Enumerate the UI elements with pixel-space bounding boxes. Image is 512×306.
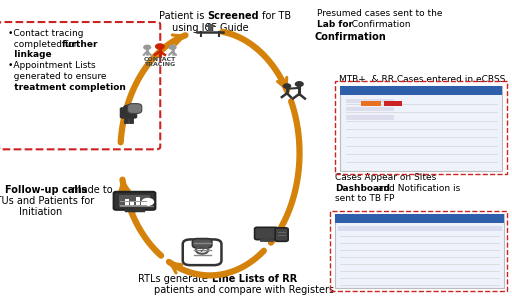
Bar: [335, 214, 504, 223]
Text: generated to ensure: generated to ensure: [8, 72, 106, 81]
Text: and Notification is: and Notification is: [375, 184, 460, 192]
FancyBboxPatch shape: [275, 228, 288, 241]
Bar: [346, 115, 394, 120]
Text: completed for: completed for: [8, 40, 80, 49]
Text: RTLs generate: RTLs generate: [138, 274, 211, 284]
Text: sent to TB FP: sent to TB FP: [335, 194, 395, 203]
Text: linkage: linkage: [8, 50, 51, 59]
Bar: [208, 24, 211, 31]
Bar: [130, 201, 134, 206]
Text: made to: made to: [69, 185, 113, 195]
Text: Cases Appear on Sites: Cases Appear on Sites: [335, 173, 437, 182]
Text: patients and compare with Registers: patients and compare with Registers: [154, 285, 334, 295]
Text: Confirmation: Confirmation: [315, 32, 387, 42]
FancyBboxPatch shape: [0, 22, 160, 149]
Bar: [335, 81, 507, 174]
FancyBboxPatch shape: [127, 104, 142, 114]
Text: for TB: for TB: [259, 11, 291, 21]
Bar: [136, 197, 140, 206]
Text: using ICF Guide: using ICF Guide: [172, 23, 248, 33]
Text: further: further: [61, 40, 98, 49]
Circle shape: [284, 84, 291, 88]
Bar: [361, 101, 381, 106]
Text: Lab for: Lab for: [317, 20, 353, 29]
Circle shape: [142, 199, 154, 205]
Circle shape: [156, 44, 164, 49]
Bar: [384, 101, 402, 106]
Bar: [340, 86, 502, 95]
Bar: [346, 107, 394, 111]
Text: •Appointment Lists: •Appointment Lists: [8, 61, 95, 70]
Text: Line Lists of RR: Line Lists of RR: [212, 274, 298, 284]
Bar: [335, 214, 504, 288]
FancyBboxPatch shape: [183, 239, 222, 265]
FancyBboxPatch shape: [193, 239, 212, 248]
Text: Initiation: Initiation: [19, 207, 62, 218]
Text: Screened: Screened: [207, 11, 259, 21]
Text: Confirmation: Confirmation: [346, 20, 410, 29]
Bar: [141, 202, 145, 206]
Text: ✓: ✓: [198, 245, 206, 255]
Bar: [330, 211, 507, 291]
Circle shape: [123, 105, 134, 111]
Text: Patient is: Patient is: [159, 11, 207, 21]
Circle shape: [295, 82, 303, 86]
Text: •Contact tracing: •Contact tracing: [8, 29, 83, 38]
Circle shape: [169, 45, 176, 49]
Bar: [205, 24, 215, 27]
Text: DTUs and Patients for: DTUs and Patients for: [0, 196, 94, 207]
Text: treatment completion: treatment completion: [8, 83, 125, 91]
Text: Presumed cases sent to the: Presumed cases sent to the: [317, 9, 446, 18]
Text: CONTACT
TRACING: CONTACT TRACING: [144, 57, 176, 67]
FancyBboxPatch shape: [254, 227, 278, 240]
Bar: [124, 199, 129, 206]
Text: Dashboard: Dashboard: [335, 184, 390, 192]
Text: MTB+  & RR Cases entered in eCBSS: MTB+ & RR Cases entered in eCBSS: [339, 75, 505, 84]
Bar: [346, 99, 394, 103]
Bar: [119, 195, 151, 207]
Bar: [340, 86, 502, 171]
FancyBboxPatch shape: [120, 107, 137, 119]
Text: Follow-up calls: Follow-up calls: [5, 185, 87, 195]
Circle shape: [144, 45, 151, 49]
Bar: [338, 226, 502, 231]
FancyBboxPatch shape: [114, 192, 155, 210]
